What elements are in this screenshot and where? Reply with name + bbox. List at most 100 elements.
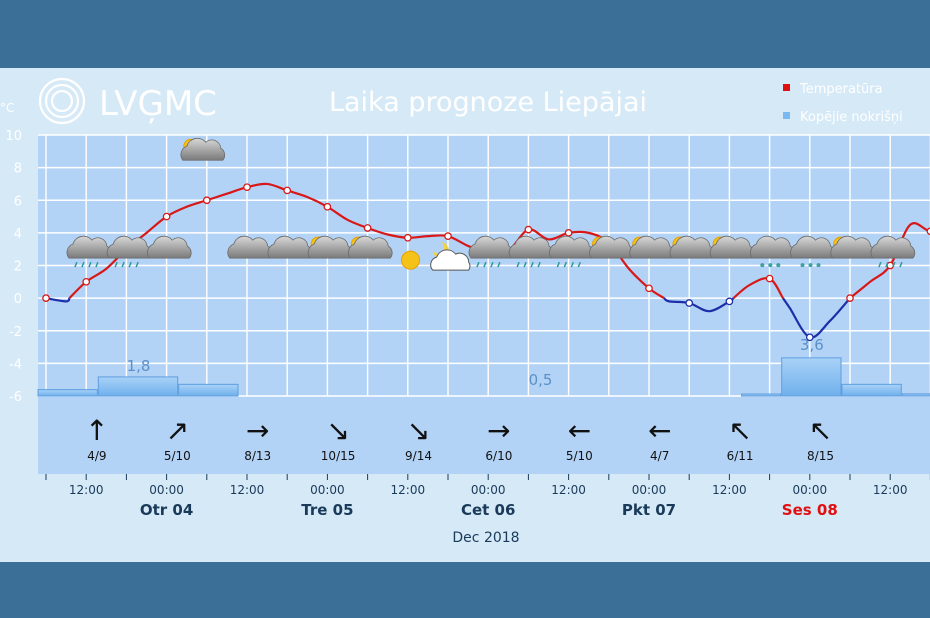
rain-drop [523,261,527,268]
rain-drop [563,261,567,268]
legend-temperature-label: Temperatūra [799,82,883,97]
wind-arrow-icon: → [246,414,269,447]
temperature-point [42,294,50,302]
wind-speed-label: 4/7 [650,449,669,463]
precipitation-bar [901,393,930,397]
day-label: Tre 05 [301,501,353,519]
time-tick-label: 12:00 [551,483,586,497]
wind-speed-label: 8/13 [244,449,271,463]
day-label: Otr 04 [140,501,193,519]
cloud-shape [870,235,916,259]
rain-drop [892,261,896,268]
wind-strip [38,400,930,474]
precipitation-value-label: 0,5 [529,371,553,389]
temperature-point [805,333,814,342]
time-tick-label: 12:00 [873,483,908,497]
y-tick-label: -4 [9,357,22,372]
rain-drop [476,261,480,268]
rain-drop [114,261,118,268]
rain-drop [556,261,560,268]
wind-speed-label: 6/11 [727,449,754,463]
sun-icon [401,250,420,270]
rain-drop [74,261,78,268]
partly-cloudy-icon [589,235,634,259]
temperature-point [363,224,372,232]
wind-speed-label: 9/14 [405,449,432,463]
legend-temperature-swatch [783,84,790,91]
time-tick-label: 12:00 [230,483,265,497]
wind-arrow-icon: ← [648,414,671,447]
rain-drop [885,261,889,268]
temperature-point [444,232,452,240]
snow-flake [808,263,813,268]
wind-arrow-icon: ↖ [728,414,751,447]
rain-drop [516,261,520,268]
time-tick-label: 00:00 [471,483,506,497]
temperature-point [765,274,774,283]
precipitation-bar [97,376,179,397]
precipitation-value-label: 3,6 [800,336,824,354]
time-tick-label: 12:00 [391,483,426,497]
partly-cloudy-icon [348,235,393,259]
wind-speed-label: 5/10 [164,449,191,463]
y-tick-label: -2 [9,325,22,340]
time-tick-label: 00:00 [793,483,828,497]
rain-drop [570,261,574,268]
wind-speed-label: 5/10 [566,449,593,463]
cloud-shape [147,235,192,259]
day-label: Pkt 07 [622,501,676,519]
temperature-point [524,225,533,234]
temperature-point [846,294,854,302]
rain-drop [81,261,85,268]
wind-arrow-icon: ↘ [326,414,349,447]
y-tick-label: -6 [9,390,22,405]
precipitation-value-label: 1,8 [127,357,151,375]
temperature-point [323,202,332,211]
cloud-shape [180,137,226,161]
snow-flake [816,263,821,268]
wind-indicators: ↑ 4/9 ↗ 5/10 → 8/13 ↘ 10/15 ↘ 9/14 → 6/10 ← 5/10 ← 4/7 ↖… [85,414,834,463]
temperature-point [403,233,412,242]
wind-speed-label: 4/9 [87,449,106,463]
partly-cloudy-icon [709,235,755,259]
wind-arrow-icon: ↑ [85,414,108,447]
precipitation-bar [37,389,98,397]
precipitation-bar [178,383,239,397]
rain-drop [878,261,882,268]
page-title: Laika prognoze Liepājai [329,87,647,118]
wind-speed-label: 6/10 [485,449,512,463]
temperature-point [202,196,211,205]
cloud-shape [348,235,393,259]
y-tick-label: 8 [14,162,22,177]
month-label: Dec 2018 [452,530,519,546]
y-tick-label: 0 [14,292,22,307]
rain-drop [95,261,99,268]
day-label: Ses 08 [782,501,838,519]
time-tick-label: 12:00 [712,483,747,497]
y-axis: 10 8 6 4 2 0 -2 -4 -6 [5,129,22,405]
temperature-point [645,284,653,293]
wind-arrow-icon: → [487,414,510,447]
temperature-line-positive [732,276,784,299]
rain-drop [128,261,132,268]
time-tick-label: 12:00 [69,483,104,497]
cloud-icon [147,235,192,259]
logo-rings-icon [38,77,86,125]
precipitation-bar [741,393,782,397]
weather-icons [66,137,916,271]
temperature-point [685,299,694,307]
wind-arrow-icon: ← [568,414,591,447]
rain-cloud-icon [106,235,152,268]
partly-cloudy-icon [629,235,674,259]
temperature-point [162,212,171,221]
time-axis: 12:00 00:00 12:00 00:00 12:00 00:00 12:00 00:00… [45,474,930,519]
wind-arrow-icon: ↘ [407,414,430,447]
rain-drop [88,261,92,268]
rain-drop [537,261,541,268]
snow-cloud-icon [790,235,835,268]
snow-flake [768,263,773,268]
snow-flake [776,263,781,268]
legend: Temperatūra Kopējie nokrišņi [783,82,903,125]
logo-text: LVĢMC [99,84,217,124]
